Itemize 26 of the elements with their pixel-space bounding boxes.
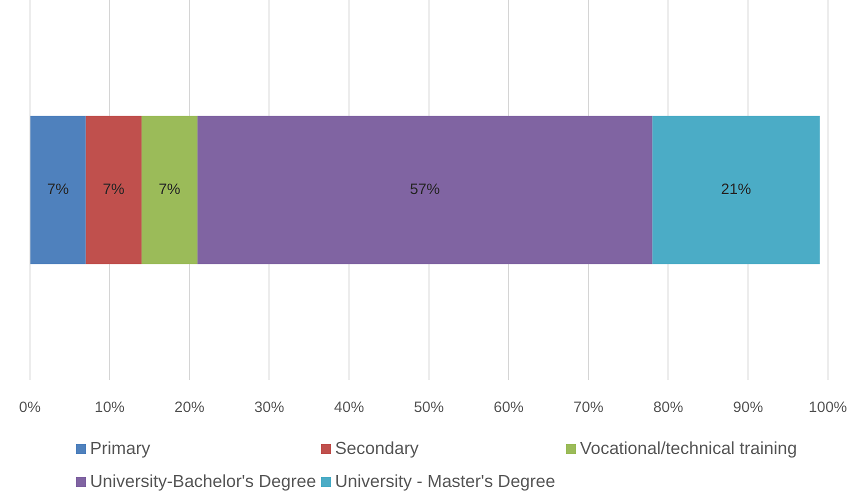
bar [197,116,652,264]
legend-label: University - Master's Degree [335,471,556,492]
x-tick-label: 90% [733,399,764,416]
x-tick-label: 30% [254,399,284,416]
bar [86,116,142,264]
x-tick-label: 50% [414,399,444,416]
x-tick-label: 60% [494,399,524,416]
legend-label: University-Bachelor's Degree [90,471,316,492]
data-label: 57% [410,181,440,198]
legend-label: Secondary [335,438,419,459]
legend-label: Primary [90,438,150,459]
bar [30,116,86,264]
legend-label: Vocational/technical training [580,438,797,459]
data-label: 7% [158,181,180,198]
data-label: 7% [102,181,124,198]
x-tick-label: 80% [653,399,684,416]
x-tick-label: 100% [808,399,848,416]
bar [142,116,198,264]
x-tick-label: 10% [94,399,125,416]
x-tick-label: 0% [18,399,41,416]
bar [652,116,820,264]
x-tick-label: 40% [334,399,364,416]
data-label: 7% [47,181,69,198]
x-tick-label: 20% [174,399,204,416]
data-label: 21% [721,181,752,198]
x-tick-label: 70% [573,399,604,416]
